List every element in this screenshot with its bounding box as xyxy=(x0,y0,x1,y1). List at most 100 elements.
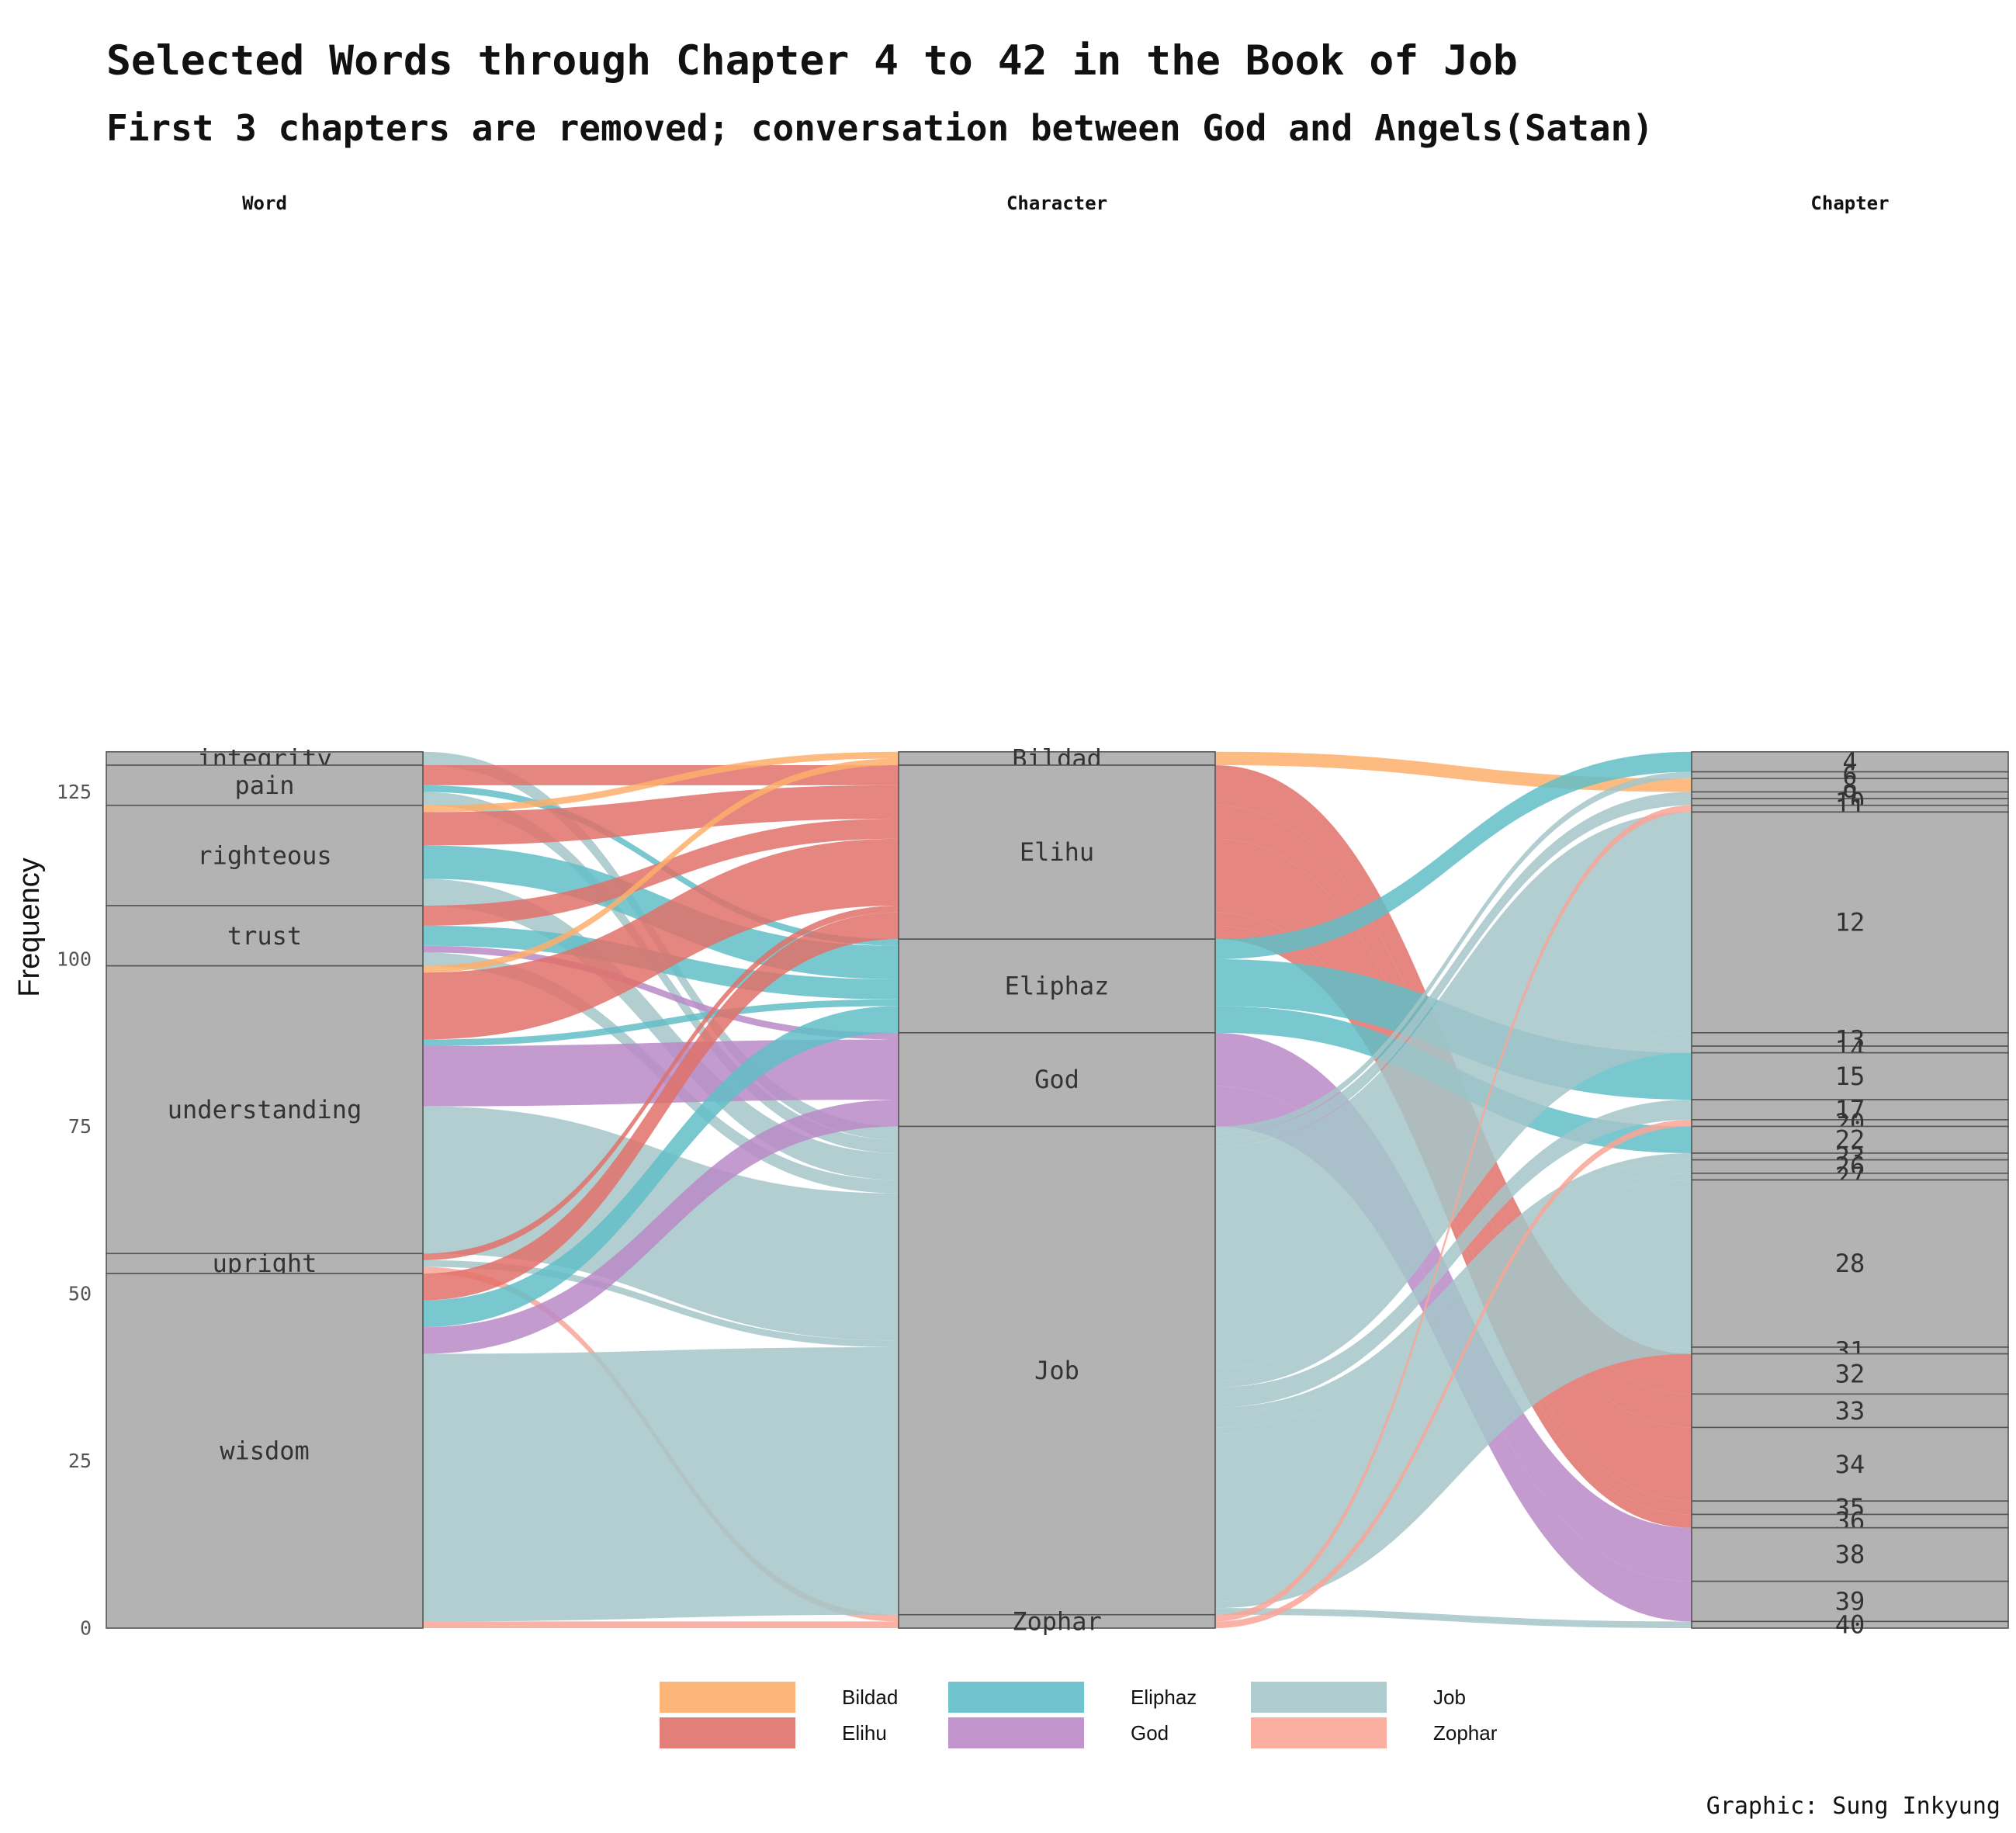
stratum-label-character-eliphaz: Eliphaz xyxy=(1005,971,1110,1000)
flow-elihu-36 xyxy=(1215,925,1692,1528)
flow-job-17 xyxy=(1215,1100,1692,1408)
flow-upright-elihu xyxy=(423,906,899,1260)
flow-wisdom-eliphaz xyxy=(423,1006,899,1328)
caption: Graphic: Sung Inkyung xyxy=(1706,1793,2000,1820)
flow-layer xyxy=(423,751,1692,1628)
flow-zophar-20 xyxy=(1215,1119,1692,1628)
stratum-label-chapter-39: 39 xyxy=(1835,1587,1865,1616)
flow-zophar-11 xyxy=(1215,805,1692,1622)
legend-label-elihu: Elihu xyxy=(842,1721,887,1745)
axis-header-chapter: Chapter xyxy=(1810,192,1889,214)
stratum-label-word-pain: pain xyxy=(234,771,294,800)
flow-understanding-eliphaz xyxy=(423,999,899,1047)
y-tick-label: 75 xyxy=(68,1115,92,1138)
flow-wisdom-elihu xyxy=(423,912,899,1301)
flow-righteous-elihu xyxy=(423,785,899,846)
flow-eliphaz-4 xyxy=(1215,751,1692,959)
stratum-character-elihu xyxy=(898,764,1216,940)
y-axis-label: Frequency xyxy=(13,858,46,997)
stratum-word-righteous xyxy=(106,804,424,906)
stratum-label-chapter-38: 38 xyxy=(1835,1540,1865,1569)
y-tick-label: 0 xyxy=(80,1617,92,1640)
stratum-label-word-wisdom: wisdom xyxy=(220,1436,310,1466)
stratum-label-character-elihu: Elihu xyxy=(1020,837,1094,867)
flow-job-12 xyxy=(1215,812,1692,1367)
stratum-label-chapter-28: 28 xyxy=(1835,1249,1865,1278)
stratum-label-chapter-4: 4 xyxy=(1842,747,1857,777)
stratum-character-job xyxy=(898,1125,1216,1616)
axis-header-character: Character xyxy=(1006,192,1107,214)
flow-job-14 xyxy=(1215,1046,1692,1388)
y-tick-label: 125 xyxy=(57,781,92,803)
flow-understanding-elihu xyxy=(423,838,899,1040)
legend-label-god: God xyxy=(1131,1721,1169,1745)
flow-job-40 xyxy=(1215,1608,1692,1628)
y-tick-label: 100 xyxy=(57,948,92,971)
flow-job-6 xyxy=(1215,771,1692,1134)
stratum-chapter-34 xyxy=(1691,1426,2009,1502)
stratum-chapter-28 xyxy=(1691,1179,2009,1348)
flow-trust-elihu xyxy=(423,818,899,926)
stratum-word-understanding xyxy=(106,965,424,1255)
y-axis: 0 25 50 75 100 125 xyxy=(57,781,92,1640)
y-tick-label: 25 xyxy=(68,1450,92,1472)
stratum-label-character-job: Job xyxy=(1034,1356,1079,1385)
stratum-label-chapter-32: 32 xyxy=(1835,1359,1865,1388)
legend-label-eliphaz: Eliphaz xyxy=(1131,1686,1197,1709)
stratum-layer: Wordintegritypainrighteoustrustunderstan… xyxy=(106,192,2009,1640)
flow-job-13 xyxy=(1215,1032,1692,1381)
stratum-label-chapter-33: 33 xyxy=(1835,1396,1865,1426)
stratum-word-wisdom xyxy=(106,1273,424,1629)
y-tick-label: 50 xyxy=(68,1283,92,1305)
flow-job-28 xyxy=(1215,1180,1692,1602)
stratum-word-pain xyxy=(106,764,424,806)
stratum-chapter-40 xyxy=(1691,1620,2009,1629)
flow-wisdom-god xyxy=(423,1100,899,1354)
flow-righteous-bildad xyxy=(423,751,899,813)
stratum-label-word-understanding: understanding xyxy=(168,1095,362,1124)
flow-pain-elihu xyxy=(423,765,899,785)
stratum-character-zophar xyxy=(898,1613,1216,1629)
legend-swatch-god xyxy=(948,1717,1084,1748)
stratum-label-chapter-34: 34 xyxy=(1835,1450,1865,1479)
chart-subtitle: First 3 chapters are removed; conversati… xyxy=(106,107,1654,149)
stratum-word-trust xyxy=(106,905,424,967)
chart-title: Selected Words through Chapter 4 to 42 i… xyxy=(106,37,1518,85)
flow-upright-job xyxy=(423,1260,899,1347)
stratum-chapter-38 xyxy=(1691,1526,2009,1582)
stratum-chapter-12 xyxy=(1691,811,2009,1034)
legend-label-bildad: Bildad xyxy=(842,1686,898,1709)
stratum-chapter-32 xyxy=(1691,1353,2009,1395)
stratum-label-character-zophar: Zophar xyxy=(1012,1606,1102,1636)
flow-understanding-bildad xyxy=(423,758,899,973)
legend-swatch-eliphaz xyxy=(948,1682,1084,1713)
axis-header-word: Word xyxy=(242,192,287,214)
legend: Bildad Eliphaz Job Elihu God Zophar xyxy=(660,1682,1498,1748)
stratum-character-god xyxy=(898,1032,1216,1128)
stratum-label-chapter-22: 22 xyxy=(1835,1125,1865,1155)
legend-swatch-bildad xyxy=(660,1682,795,1713)
flow-job-26 xyxy=(1215,1159,1692,1428)
stratum-label-character-god: God xyxy=(1034,1065,1079,1094)
flow-wisdom-job xyxy=(423,1346,899,1622)
legend-swatch-zophar xyxy=(1251,1717,1387,1748)
stratum-label-chapter-40: 40 xyxy=(1835,1610,1865,1640)
stratum-label-chapter-12: 12 xyxy=(1835,908,1865,937)
stratum-word-upright xyxy=(106,1253,424,1274)
legend-label-zophar: Zophar xyxy=(1433,1721,1498,1745)
flow-wisdom-zophar xyxy=(423,1621,899,1628)
stratum-label-word-righteous: righteous xyxy=(197,840,331,870)
legend-swatch-job xyxy=(1251,1682,1387,1713)
flow-righteous-job xyxy=(423,878,899,1180)
flow-job-23 xyxy=(1215,1152,1692,1415)
stratum-label-word-trust: trust xyxy=(227,921,302,951)
stratum-label-chapter-15: 15 xyxy=(1835,1062,1865,1091)
flow-job-27 xyxy=(1215,1173,1692,1435)
flow-trust-god xyxy=(423,945,899,1040)
flow-job-9 xyxy=(1215,792,1692,1140)
legend-swatch-elihu xyxy=(660,1717,795,1748)
stratum-chapter-39 xyxy=(1691,1580,2009,1623)
stratum-character-eliphaz xyxy=(898,938,1216,1034)
flow-job-10 xyxy=(1215,799,1692,1147)
